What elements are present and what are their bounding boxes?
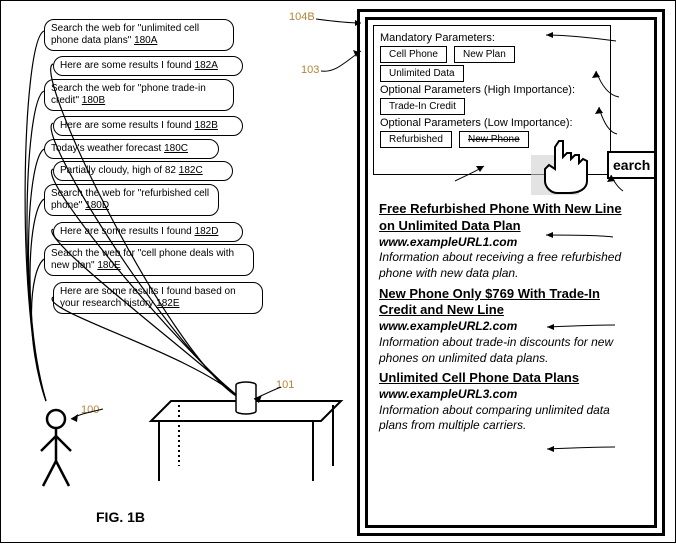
bubble-1: Search the web for "unlimited cell phone…	[44, 19, 234, 51]
label-100: 100	[81, 404, 99, 416]
bubble-8-ref: 182D	[195, 226, 219, 237]
bubble-8: Here are some results I found 182D	[53, 222, 243, 242]
label-104B: 104B	[289, 11, 315, 23]
param-box: Mandatory Parameters: Cell Phone New Pla…	[373, 25, 611, 175]
bubble-3-ref: 180B	[82, 95, 105, 106]
mandatory-label: Mandatory Parameters:	[380, 32, 604, 44]
bubble-3-text: Search the web for "phone trade-in credi…	[51, 83, 206, 106]
table-icon	[151, 401, 341, 481]
bubble-3: Search the web for "phone trade-in credi…	[44, 79, 234, 111]
bubble-1-ref: 180A	[134, 35, 157, 46]
bubble-1-text: Search the web for "unlimited cell phone…	[51, 23, 199, 46]
cylinder-icon	[236, 382, 256, 414]
search-button[interactable]: earch	[607, 151, 656, 179]
results-area: Free Refurbished Phone With New Line on …	[379, 201, 641, 434]
param-new-phone-struck[interactable]: New Phone	[459, 131, 529, 148]
result-1-title[interactable]: Free Refurbished Phone With New Line on …	[379, 201, 641, 235]
opt-high-label: Optional Parameters (High Importance):	[380, 84, 604, 96]
opt-low-label: Optional Parameters (Low Importance):	[380, 117, 604, 129]
result-3-title[interactable]: Unlimited Cell Phone Data Plans	[379, 370, 641, 387]
bubble-6-text: Partially cloudy, high of 82	[60, 165, 179, 176]
bubble-9-ref: 180E	[97, 260, 120, 271]
bubble-10: Here are some results I found based on y…	[53, 282, 263, 314]
result-1-desc: Information about receiving a free refur…	[379, 250, 641, 281]
result-2-title[interactable]: New Phone Only $769 With Trade-In Credit…	[379, 286, 641, 320]
bubble-7-text: Search the web for "refurbished cell pho…	[51, 188, 209, 211]
bubble-10-text: Here are some results I found based on y…	[60, 286, 236, 309]
bubble-7-ref: 180D	[85, 200, 109, 211]
bubble-5: Today's weather forecast 180C	[44, 139, 219, 159]
param-unlimited-data[interactable]: Unlimited Data	[380, 65, 464, 82]
person-icon	[41, 410, 71, 486]
bubble-6-ref: 182C	[179, 165, 203, 176]
bubble-2-text: Here are some results I found	[60, 60, 195, 71]
param-cell-phone[interactable]: Cell Phone	[380, 46, 447, 63]
bubble-10-ref: 182E	[156, 298, 179, 309]
param-new-plan[interactable]: New Plan	[454, 46, 515, 63]
bubble-4-ref: 182B	[195, 120, 218, 131]
bubble-9-text: Search the web for "cell phone deals wit…	[51, 248, 234, 271]
result-3-url[interactable]: www.exampleURL3.com	[379, 387, 641, 403]
bubble-6: Partially cloudy, high of 82 182C	[53, 161, 233, 181]
bubble-9: Search the web for "cell phone deals wit…	[44, 244, 254, 276]
bubble-4-text: Here are some results I found	[60, 120, 195, 131]
result-1-url[interactable]: www.exampleURL1.com	[379, 235, 641, 251]
param-trade-in[interactable]: Trade-In Credit	[380, 98, 465, 115]
param-refurbished[interactable]: Refurbished	[380, 131, 452, 148]
result-2-desc: Information about trade-in discounts for…	[379, 335, 641, 366]
result-3-desc: Information about comparing unlimited da…	[379, 403, 641, 434]
bubble-2-ref: 182A	[195, 60, 218, 71]
figure-label: FIG. 1B	[96, 509, 145, 525]
label-103: 103	[301, 64, 319, 76]
bubble-4: Here are some results I found 182B	[53, 116, 243, 136]
bubble-5-ref: 180C	[164, 143, 188, 154]
label-101: 101	[276, 379, 294, 391]
bubble-7: Search the web for "refurbished cell pho…	[44, 184, 219, 216]
bubble-2: Here are some results I found 182A	[53, 56, 243, 76]
result-2-url[interactable]: www.exampleURL2.com	[379, 319, 641, 335]
bubble-5-text: Today's weather forecast	[51, 143, 164, 154]
bubble-8-text: Here are some results I found	[60, 226, 195, 237]
